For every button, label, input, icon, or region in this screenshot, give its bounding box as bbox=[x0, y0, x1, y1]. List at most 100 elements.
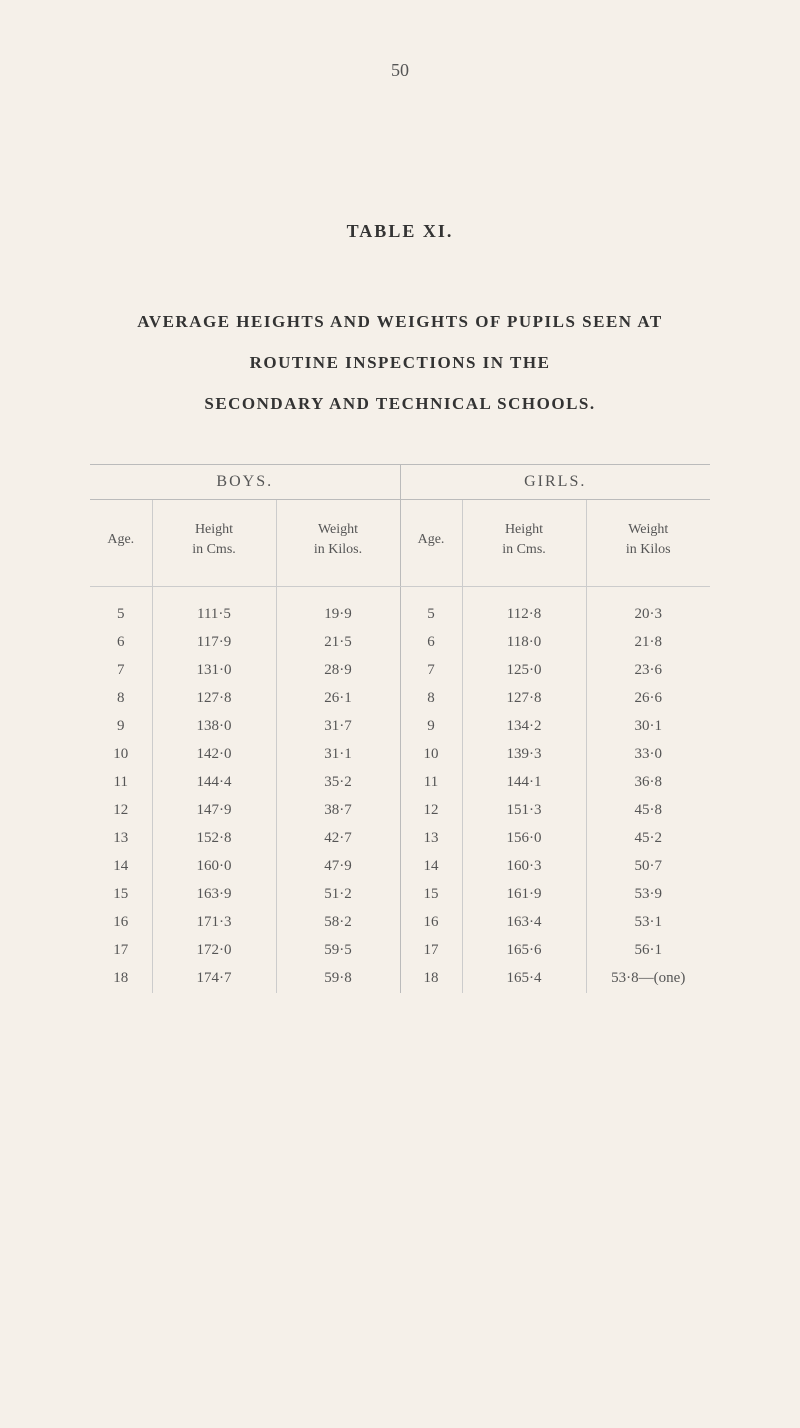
main-title: AVERAGE HEIGHTS AND WEIGHTS OF PUPILS SE… bbox=[80, 302, 720, 424]
cell-weight-g: 36·8 bbox=[586, 769, 710, 797]
cell-age-b: 15 bbox=[90, 881, 152, 909]
cell-height-b: 171·3 bbox=[152, 909, 276, 937]
group-boys: BOYS. bbox=[90, 465, 400, 499]
cell-age-g: 15 bbox=[400, 881, 462, 909]
cell-height-b: 142·0 bbox=[152, 741, 276, 769]
cell-weight-b: 59·8 bbox=[276, 965, 400, 993]
table-row: 5111·519·95112·820·3 bbox=[90, 601, 710, 629]
cell-weight-g: 45·2 bbox=[586, 825, 710, 853]
table-row: 10142·031·110139·333·0 bbox=[90, 741, 710, 769]
cell-weight-g: 53·9 bbox=[586, 881, 710, 909]
cell-age-g: 14 bbox=[400, 853, 462, 881]
table-row: 17172·059·517165·656·1 bbox=[90, 937, 710, 965]
cell-age-b: 17 bbox=[90, 937, 152, 965]
cell-height-g: 125·0 bbox=[462, 657, 586, 685]
cell-weight-b: 26·1 bbox=[276, 685, 400, 713]
cell-age-b: 9 bbox=[90, 713, 152, 741]
cell-height-b: 138·0 bbox=[152, 713, 276, 741]
cell-height-b: 127·8 bbox=[152, 685, 276, 713]
cell-height-g: 139·3 bbox=[462, 741, 586, 769]
cell-height-g: 160·3 bbox=[462, 853, 586, 881]
cell-weight-b: 28·9 bbox=[276, 657, 400, 685]
cell-height-b: 160·0 bbox=[152, 853, 276, 881]
cell-height-b: 147·9 bbox=[152, 797, 276, 825]
cell-age-b: 11 bbox=[90, 769, 152, 797]
cell-height-g: 112·8 bbox=[462, 601, 586, 629]
cell-weight-b: 58·2 bbox=[276, 909, 400, 937]
cell-height-b: 174·7 bbox=[152, 965, 276, 993]
table-row: 9138·031·79134·230·1 bbox=[90, 713, 710, 741]
cell-weight-b: 51·2 bbox=[276, 881, 400, 909]
cell-age-b: 16 bbox=[90, 909, 152, 937]
table-container: BOYS. GIRLS. Age. Heightin Cms. Weightin… bbox=[80, 464, 720, 992]
cell-weight-g: 53·1 bbox=[586, 909, 710, 937]
cell-weight-b: 35·2 bbox=[276, 769, 400, 797]
cell-weight-b: 31·1 bbox=[276, 741, 400, 769]
cell-weight-g: 23·6 bbox=[586, 657, 710, 685]
col-height-girls: Heightin Cms. bbox=[462, 500, 586, 586]
cell-height-b: 144·4 bbox=[152, 769, 276, 797]
table-row: 18174·759·818165·453·8—(one) bbox=[90, 965, 710, 993]
title-line-1: AVERAGE HEIGHTS AND WEIGHTS OF PUPILS SE… bbox=[80, 302, 720, 343]
cell-weight-b: 31·7 bbox=[276, 713, 400, 741]
cell-weight-g: 50·7 bbox=[586, 853, 710, 881]
cell-height-g: 118·0 bbox=[462, 629, 586, 657]
title-line-2: ROUTINE INSPECTIONS IN THE bbox=[80, 343, 720, 384]
cell-age-g: 16 bbox=[400, 909, 462, 937]
cell-age-b: 10 bbox=[90, 741, 152, 769]
cell-height-b: 152·8 bbox=[152, 825, 276, 853]
table-row: 14160·047·914160·350·7 bbox=[90, 853, 710, 881]
cell-weight-g: 26·6 bbox=[586, 685, 710, 713]
table-row: 12147·938·712151·345·8 bbox=[90, 797, 710, 825]
table-row: 7131·028·97125·023·6 bbox=[90, 657, 710, 685]
cell-weight-b: 19·9 bbox=[276, 601, 400, 629]
cell-weight-g: 33·0 bbox=[586, 741, 710, 769]
cell-weight-g: 53·8—(one) bbox=[586, 965, 710, 993]
cell-age-g: 17 bbox=[400, 937, 462, 965]
cell-weight-b: 42·7 bbox=[276, 825, 400, 853]
group-girls: GIRLS. bbox=[401, 465, 711, 499]
table-row: 16171·358·216163·453·1 bbox=[90, 909, 710, 937]
table-row: 13152·842·713156·045·2 bbox=[90, 825, 710, 853]
cell-age-g: 13 bbox=[400, 825, 462, 853]
cell-height-g: 163·4 bbox=[462, 909, 586, 937]
table-row: 11144·435·211144·136·8 bbox=[90, 769, 710, 797]
cell-age-g: 8 bbox=[400, 685, 462, 713]
data-body: 5111·519·95112·820·36117·921·56118·021·8… bbox=[90, 587, 710, 993]
cell-age-g: 5 bbox=[400, 601, 462, 629]
cell-height-g: 165·4 bbox=[462, 965, 586, 993]
cell-weight-g: 45·8 bbox=[586, 797, 710, 825]
cell-height-g: 165·6 bbox=[462, 937, 586, 965]
cell-age-g: 9 bbox=[400, 713, 462, 741]
cell-weight-g: 56·1 bbox=[586, 937, 710, 965]
table-row: 15163·951·215161·953·9 bbox=[90, 881, 710, 909]
cell-height-b: 117·9 bbox=[152, 629, 276, 657]
cell-age-g: 6 bbox=[400, 629, 462, 657]
cell-age-b: 13 bbox=[90, 825, 152, 853]
cell-weight-b: 47·9 bbox=[276, 853, 400, 881]
cell-weight-b: 59·5 bbox=[276, 937, 400, 965]
table-row: 6117·921·56118·021·8 bbox=[90, 629, 710, 657]
cell-height-b: 163·9 bbox=[152, 881, 276, 909]
cell-weight-b: 21·5 bbox=[276, 629, 400, 657]
group-header-row: BOYS. GIRLS. bbox=[90, 464, 710, 500]
col-age-girls: Age. bbox=[400, 500, 462, 586]
cell-age-b: 7 bbox=[90, 657, 152, 685]
cell-age-g: 11 bbox=[400, 769, 462, 797]
col-weight-boys: Weightin Kilos. bbox=[276, 500, 400, 586]
page-number: 50 bbox=[80, 60, 720, 81]
table-label: TABLE XI. bbox=[80, 221, 720, 242]
cell-weight-g: 20·3 bbox=[586, 601, 710, 629]
cell-height-g: 144·1 bbox=[462, 769, 586, 797]
col-age-boys: Age. bbox=[90, 500, 152, 586]
cell-weight-g: 30·1 bbox=[586, 713, 710, 741]
cell-age-b: 6 bbox=[90, 629, 152, 657]
cell-age-b: 12 bbox=[90, 797, 152, 825]
cell-age-g: 10 bbox=[400, 741, 462, 769]
cell-weight-g: 21·8 bbox=[586, 629, 710, 657]
cell-height-g: 151·3 bbox=[462, 797, 586, 825]
cell-weight-b: 38·7 bbox=[276, 797, 400, 825]
cell-age-b: 5 bbox=[90, 601, 152, 629]
cell-age-g: 12 bbox=[400, 797, 462, 825]
column-headers: Age. Heightin Cms. Weightin Kilos. Age. … bbox=[90, 500, 710, 586]
